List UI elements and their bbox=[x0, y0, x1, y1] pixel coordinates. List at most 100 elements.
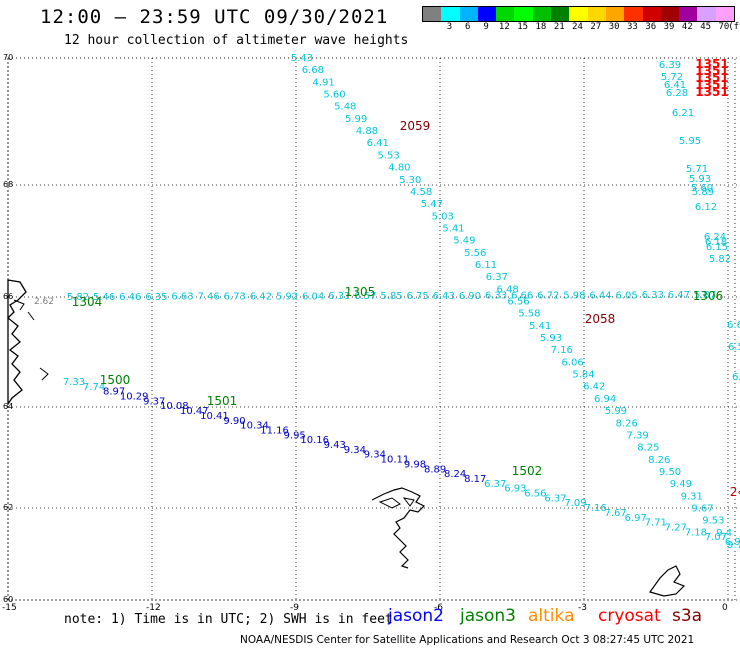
pass-label-2059: 2059 bbox=[400, 119, 431, 133]
wave-height-value: 6.24 bbox=[704, 232, 726, 243]
wave-height-value: 6.37 bbox=[484, 479, 506, 490]
legend-swatch bbox=[715, 7, 735, 21]
wave-height-value: 9.4 bbox=[716, 528, 732, 539]
wave-height-value: 7.67 bbox=[605, 508, 627, 519]
legend-unit: (ft) bbox=[728, 22, 740, 32]
wave-height-value: 7.16 bbox=[551, 345, 573, 356]
y-axis-label: 68 bbox=[3, 180, 13, 189]
legend-swatch bbox=[459, 7, 478, 21]
map-title: 12:00 — 23:59 UTC 09/30/2021 bbox=[40, 6, 389, 28]
wave-height-value: 6.56 bbox=[507, 297, 529, 308]
wave-height-value: 5.41 bbox=[529, 321, 551, 332]
wave-height-value: 11.16 bbox=[260, 425, 289, 436]
wave-height-value: 5.46 bbox=[93, 292, 115, 303]
wave-height-value: 10.11 bbox=[381, 455, 410, 466]
y-axis-label: 64 bbox=[3, 402, 13, 411]
mission-label-cryosat: cryosat bbox=[598, 606, 661, 626]
legend-swatch bbox=[605, 7, 625, 21]
wave-height-value: 6.42 bbox=[583, 382, 605, 393]
wave-height-value: 6.93 bbox=[504, 484, 526, 495]
wave-height-value: 10.47 bbox=[180, 406, 209, 417]
wave-height-value: 6.37 bbox=[544, 493, 566, 504]
wave-height-value: 5.48 bbox=[334, 102, 356, 113]
wave-height-value: 8.17 bbox=[464, 474, 486, 485]
wave-height-value: 8.24 bbox=[444, 469, 466, 480]
color-legend bbox=[422, 6, 736, 22]
wave-height-value: 5.30 bbox=[399, 175, 421, 186]
wave-height-value: 4.80 bbox=[388, 163, 410, 174]
faroe-islands bbox=[371, 487, 426, 569]
coastlines bbox=[7, 279, 686, 597]
wave-height-value: 5.60 bbox=[323, 90, 345, 101]
mission-label-s3a: s3a bbox=[672, 606, 703, 626]
wave-height-value: 9.34 bbox=[364, 450, 386, 461]
wave-height-value: 6.15 bbox=[706, 242, 728, 253]
wave-height-value: 6.7 bbox=[732, 372, 740, 383]
wave-height-value: 6.6 bbox=[727, 320, 740, 331]
legend-swatch-label: 3 bbox=[446, 22, 453, 32]
x-axis-label: -3 bbox=[578, 603, 587, 613]
wave-height-value: 5.41 bbox=[442, 223, 464, 234]
mission-label-altika: altika bbox=[528, 606, 575, 626]
wave-height-value: 9.90 bbox=[223, 416, 245, 427]
wave-height-value: 6.31 bbox=[328, 291, 350, 302]
pass-label-1502: 1502 bbox=[512, 464, 543, 478]
wave-height-value: 6.43 bbox=[433, 291, 455, 302]
legend-swatch-label: 27 bbox=[590, 22, 602, 32]
wave-height-value: 6.47 bbox=[668, 290, 690, 301]
wave-height-value: 5.87 bbox=[694, 290, 716, 301]
wave-height-value: 6.44 bbox=[589, 290, 611, 301]
wave-height-value: 9.67 bbox=[691, 503, 713, 514]
pass-label-1500: 1500 bbox=[100, 373, 131, 387]
wave-height-value: 5.47 bbox=[421, 199, 443, 210]
wave-height-value: 4.58 bbox=[410, 187, 432, 198]
note-text: note: 1) Time is in UTC; 2) SWH is in fe… bbox=[64, 612, 393, 627]
pass-label-1304: 1304 bbox=[72, 295, 103, 309]
wave-height-value: 9.49 bbox=[670, 479, 692, 490]
pass-label-1351: 1351 bbox=[695, 78, 728, 92]
wave-height-value: 5.98 bbox=[563, 290, 585, 301]
wave-height-value: 10.08 bbox=[160, 401, 189, 412]
legend-swatch-label: 21 bbox=[553, 22, 565, 32]
wave-height-value: 7.39 bbox=[626, 430, 648, 441]
wave-height-value: 9.95 bbox=[284, 430, 306, 441]
pass-label-1501: 1501 bbox=[207, 394, 238, 408]
wave-height-value: 6.11 bbox=[475, 260, 497, 271]
wave-height-value: 6.56 bbox=[524, 489, 546, 500]
legend-swatch bbox=[514, 7, 533, 21]
wave-height-value: 9.34 bbox=[344, 445, 366, 456]
wave-height-value: 5.49 bbox=[453, 236, 475, 247]
legend-swatch bbox=[496, 7, 515, 21]
y-axis-label: 70 bbox=[3, 53, 13, 62]
legend-swatch-label: 39 bbox=[663, 22, 675, 32]
pass-label-1306: 1306 bbox=[693, 289, 724, 303]
wave-height-value: 7.74 bbox=[83, 382, 105, 393]
wave-height-value: 5.56 bbox=[464, 248, 486, 259]
wave-height-value: 7.18 bbox=[685, 527, 707, 538]
wave-height-value: 6.75 bbox=[406, 291, 428, 302]
legend-swatch bbox=[532, 7, 552, 21]
greenland-coast bbox=[7, 279, 27, 407]
x-axis-label: -9 bbox=[290, 603, 299, 613]
wave-height-value: 6.05 bbox=[615, 290, 637, 301]
wave-height-value: 6.73 bbox=[224, 292, 246, 303]
mission-label-jason3: jason3 bbox=[460, 606, 516, 626]
wave-height-value: 6.72 bbox=[537, 291, 559, 302]
legend-swatch bbox=[423, 7, 442, 21]
wave-height-value: 9.31 bbox=[681, 491, 703, 502]
legend-swatch bbox=[569, 7, 588, 21]
wave-height-value: 7.27 bbox=[665, 522, 687, 533]
legend-swatch bbox=[624, 7, 643, 21]
legend-swatch bbox=[660, 7, 680, 21]
wave-height-value: 5.99 bbox=[345, 114, 367, 125]
wave-height-value: 6.94 bbox=[594, 394, 616, 405]
legend-swatch-label: 36 bbox=[645, 22, 657, 32]
wave-height-value: 8.89 bbox=[424, 464, 446, 475]
wave-height-value: 6.18 bbox=[705, 237, 727, 248]
axis-labels: 70 68 66 64 62 60-15 -12 -9 -6 -3 0 bbox=[2, 53, 728, 613]
map-subtitle: 12 hour collection of altimeter wave hei… bbox=[64, 33, 409, 48]
wave-height-value: 9.98 bbox=[404, 459, 426, 470]
wave-height-value: 6.97 bbox=[725, 537, 740, 548]
wave-height-value: 6.41 bbox=[367, 138, 389, 149]
wave-height-value: 6.97 bbox=[625, 513, 647, 524]
